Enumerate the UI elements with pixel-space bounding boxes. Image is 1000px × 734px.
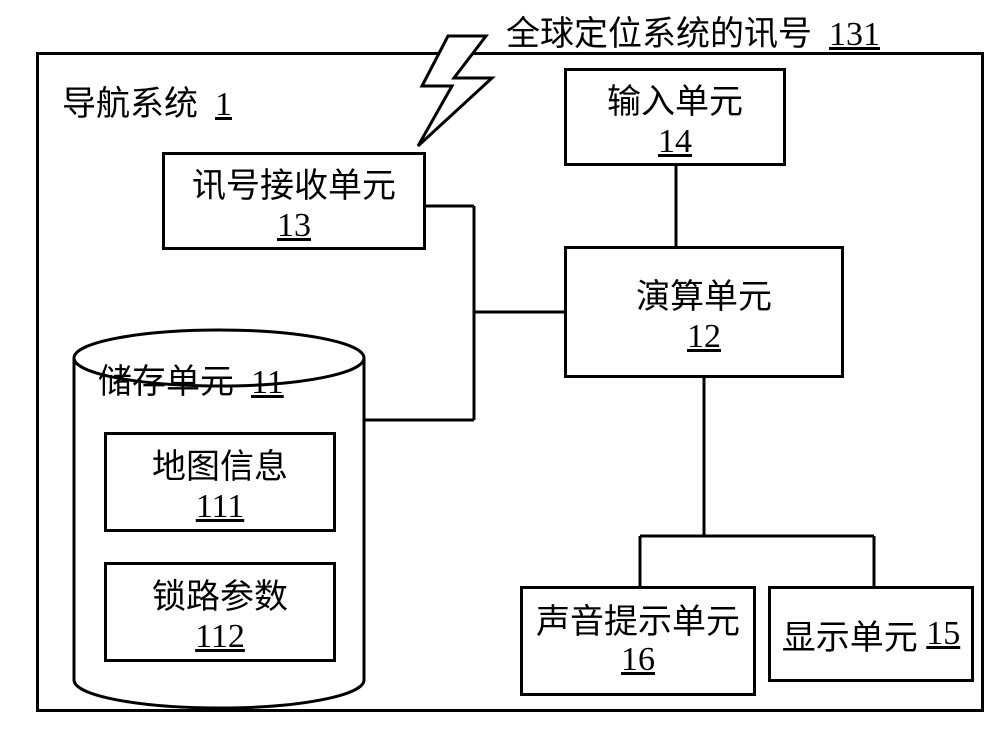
navigation-system-ref: 1: [215, 86, 232, 123]
lock-road-param-ref: 112: [195, 618, 245, 656]
storage-unit-ref: 11: [251, 364, 284, 401]
navigation-system-title-text: 导航系统: [62, 86, 198, 123]
navigation-system-title: 导航系统 1: [62, 76, 232, 125]
gps-signal-ref: 131: [829, 16, 880, 53]
storage-unit-text: 储存单元: [98, 364, 234, 401]
diagram-canvas: 导航系统 1 全球定位系统的讯号 131 讯号接收单元 13 输入单元 14 演…: [0, 0, 1000, 734]
input-unit-ref: 14: [658, 123, 692, 161]
map-info-ref: 111: [196, 488, 244, 526]
input-unit: 输入单元 14: [564, 68, 786, 166]
compute-unit-ref: 12: [687, 318, 721, 356]
map-info-box: 地图信息 111: [104, 432, 336, 532]
lock-road-param-box: 锁路参数 112: [104, 562, 336, 662]
audio-prompt-unit-text: 声音提示单元: [536, 604, 740, 641]
display-unit-ref: 15: [926, 615, 960, 653]
audio-prompt-unit: 声音提示单元 16: [520, 586, 756, 696]
signal-receive-unit: 讯号接收单元 13: [162, 152, 426, 250]
compute-unit: 演算单元 12: [564, 246, 844, 378]
display-unit: 显示单元 15: [768, 586, 974, 682]
audio-prompt-unit-ref: 16: [621, 641, 655, 678]
signal-receive-unit-ref: 13: [277, 207, 311, 245]
gps-signal-text: 全球定位系统的讯号: [506, 16, 812, 53]
display-unit-text: 显示单元: [782, 610, 918, 659]
gps-signal-label: 全球定位系统的讯号 131: [506, 6, 880, 55]
map-info-text: 地图信息: [152, 439, 288, 488]
lock-road-param-text: 锁路参数: [152, 569, 288, 618]
signal-receive-unit-text: 讯号接收单元: [192, 158, 396, 207]
storage-unit-label: 储存单元 11: [98, 354, 284, 403]
compute-unit-text: 演算单元: [636, 269, 772, 318]
input-unit-text: 输入单元: [607, 74, 743, 123]
